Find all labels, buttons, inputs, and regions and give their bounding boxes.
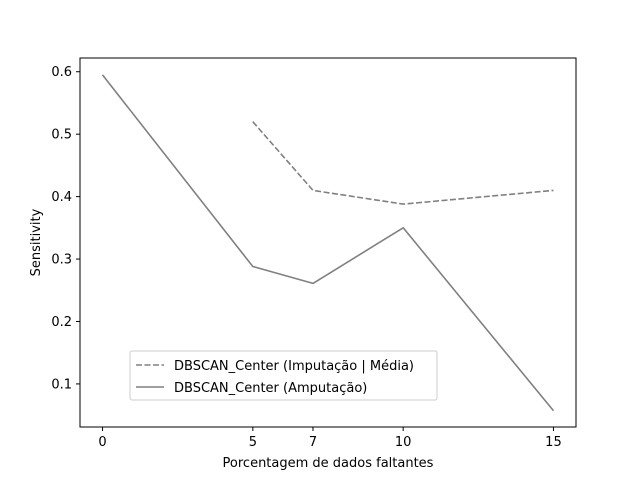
x-axis: 0 5 7 10 15 — [98, 427, 562, 450]
legend-label-1: DBSCAN_Center (Amputação) — [174, 381, 367, 396]
x-tick-label: 10 — [395, 435, 412, 450]
y-tick-label: 0.2 — [51, 315, 72, 330]
plot-frame — [79, 57, 577, 428]
x-axis-label: Porcentagem de dados faltantes — [223, 456, 434, 471]
y-tick-label: 0.5 — [51, 128, 72, 143]
y-axis-label: Sensitivity — [29, 208, 44, 276]
x-tick-label: 0 — [98, 435, 106, 450]
x-tick-label: 7 — [309, 435, 317, 450]
legend-label-0: DBSCAN_Center (Imputação | Média) — [174, 359, 414, 374]
series-line-0 — [252, 121, 554, 205]
series-line-1 — [101, 74, 555, 412]
x-tick-label: 5 — [249, 435, 257, 450]
series-layer — [101, 74, 555, 412]
x-tick-label: 15 — [545, 435, 562, 450]
legend-box — [129, 350, 438, 401]
legend: DBSCAN_Center (Imputação | Média) DBSCAN_… — [129, 350, 438, 401]
y-tick-label: 0.1 — [51, 377, 72, 392]
y-tick-label: 0.4 — [51, 190, 72, 205]
y-tick-label: 0.6 — [51, 65, 72, 80]
y-axis: 0.1 0.2 0.3 0.4 0.5 0.6 — [51, 65, 80, 392]
y-tick-label: 0.3 — [51, 253, 72, 268]
